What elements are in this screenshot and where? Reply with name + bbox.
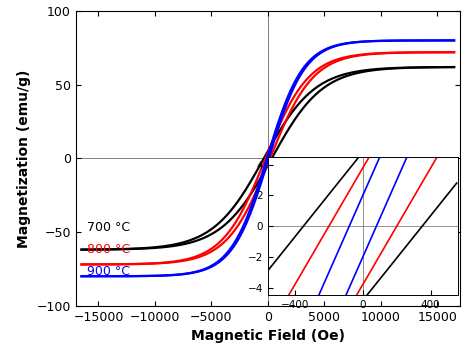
- X-axis label: Magnetic Field (Oe): Magnetic Field (Oe): [191, 329, 345, 343]
- Text: 900 °C: 900 °C: [87, 265, 130, 278]
- Y-axis label: Magnetization (emu/g): Magnetization (emu/g): [17, 69, 31, 248]
- Text: 700 °C: 700 °C: [87, 221, 130, 234]
- Text: 800 °C: 800 °C: [87, 243, 130, 256]
